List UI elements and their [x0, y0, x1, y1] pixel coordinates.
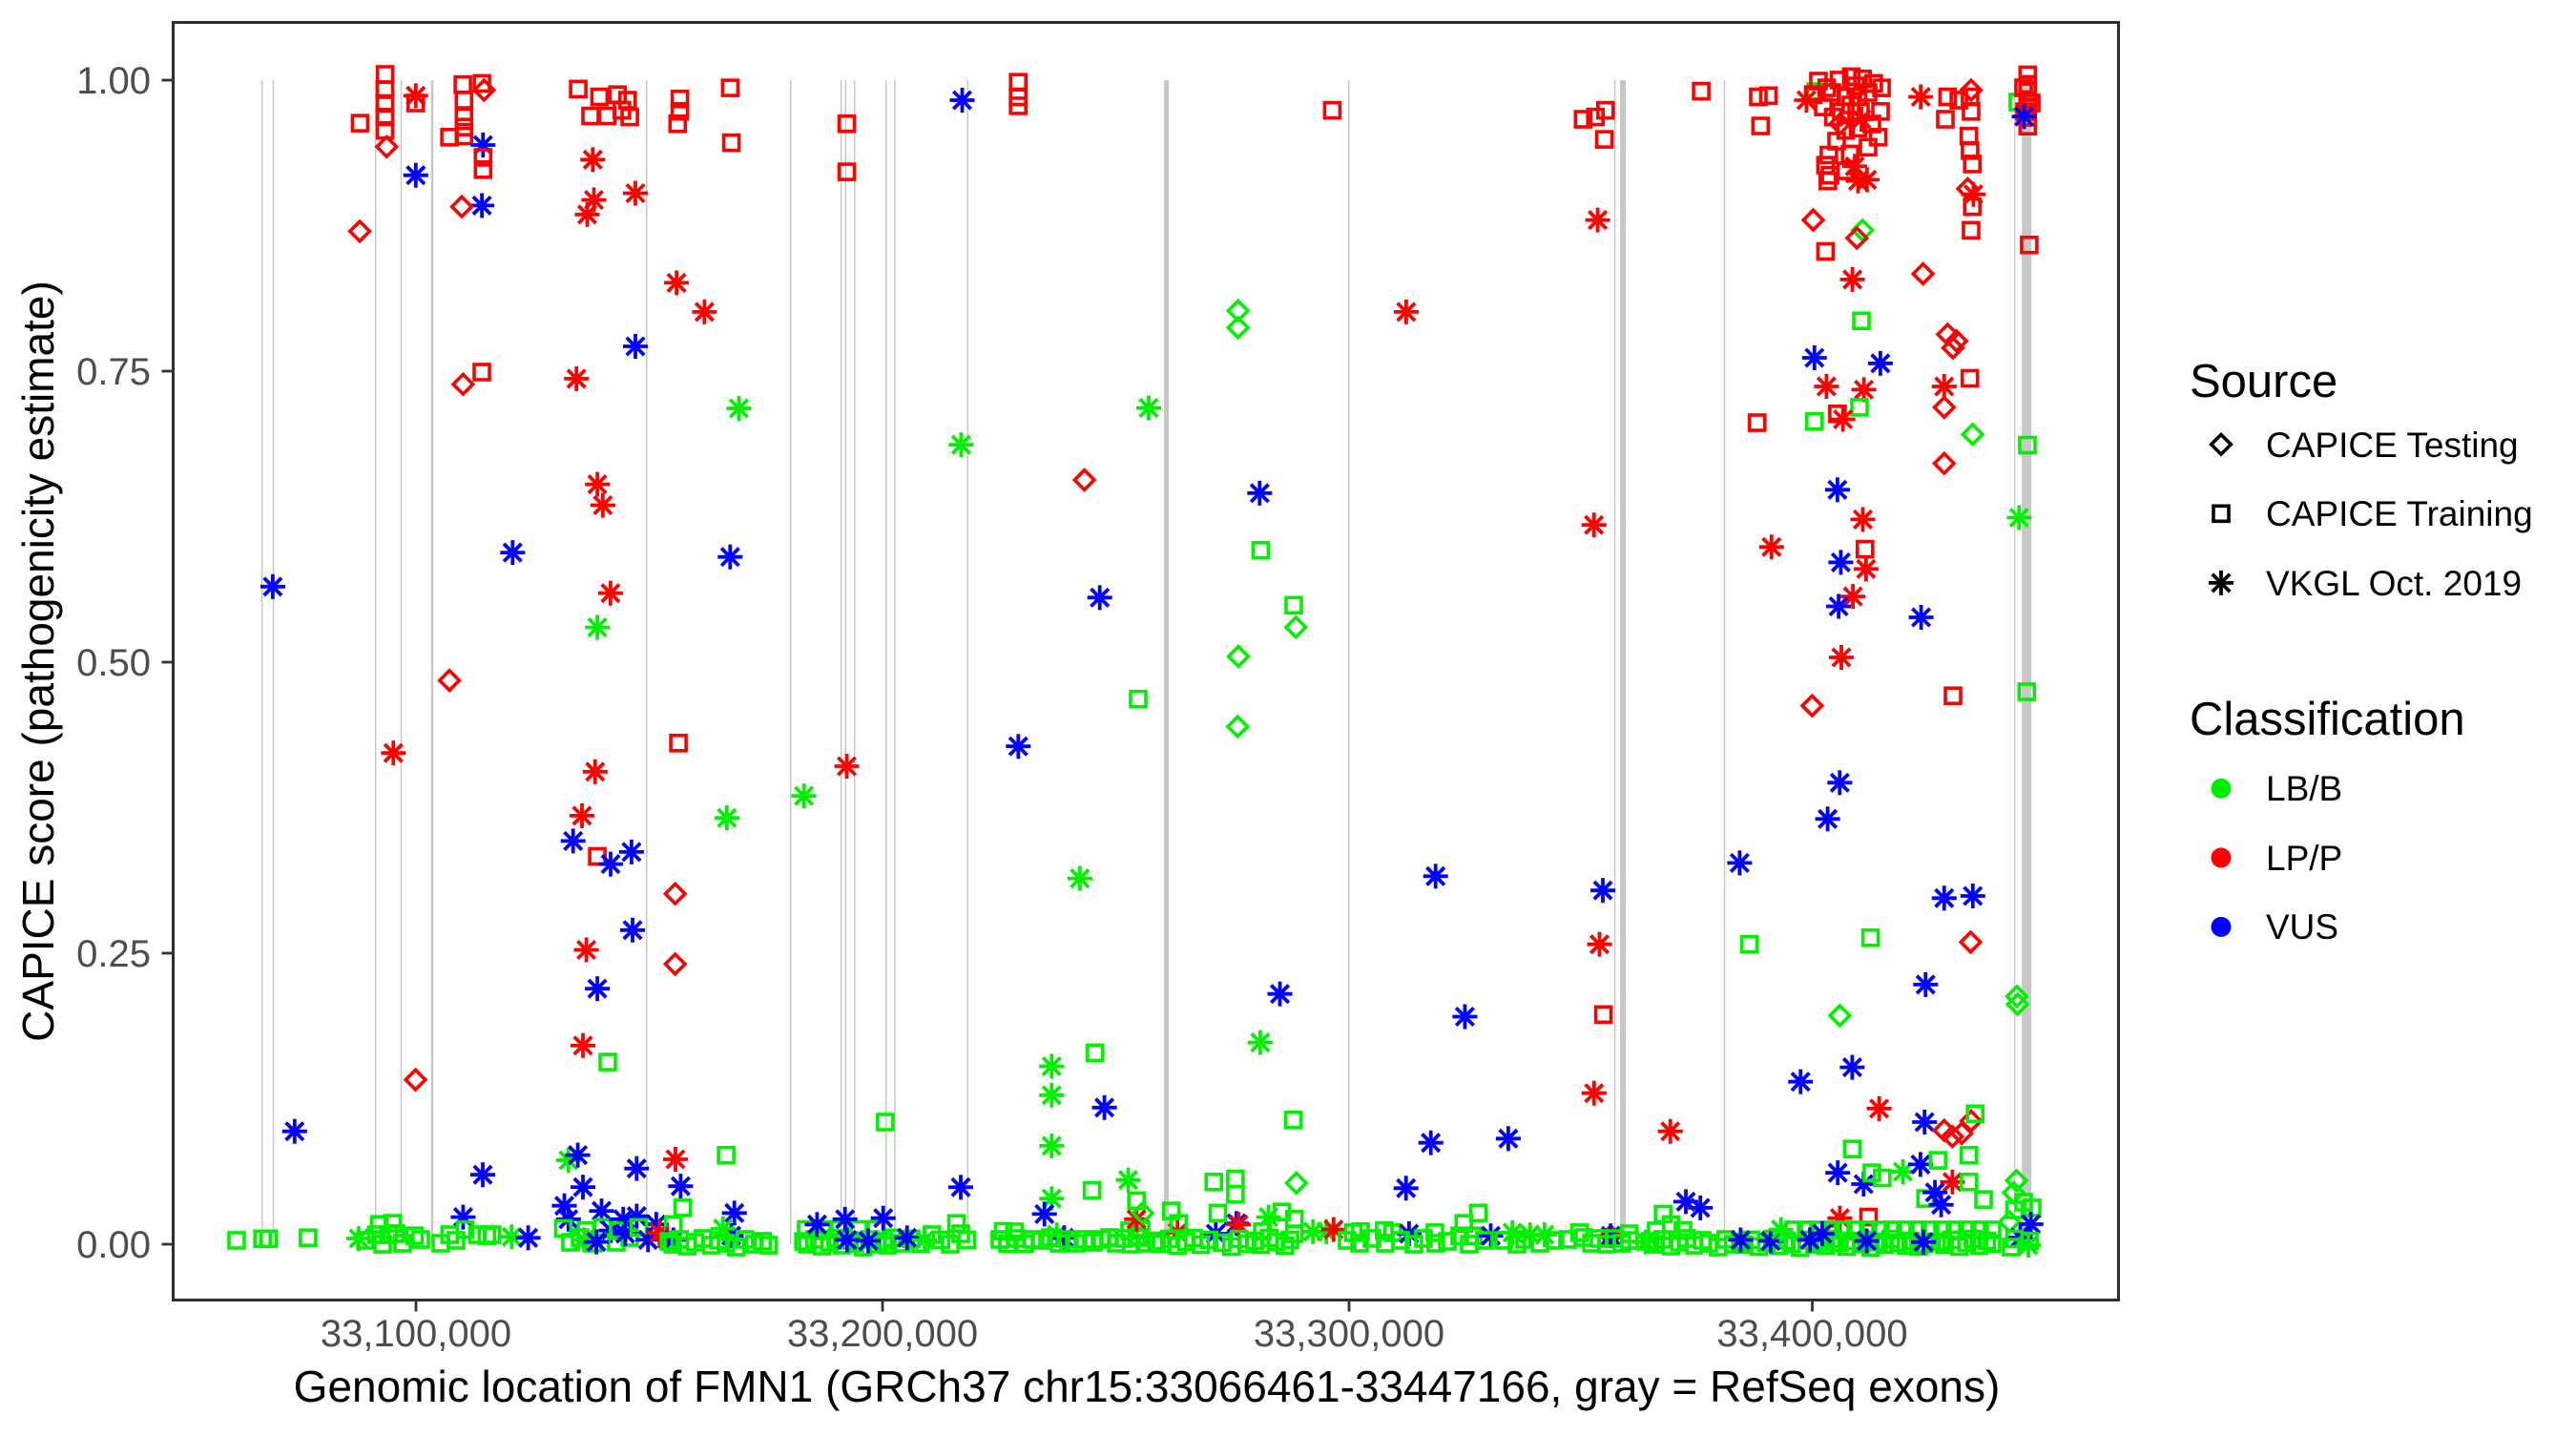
svg-text:VKGL Oct. 2019: VKGL Oct. 2019 [2266, 564, 2522, 603]
svg-text:CAPICE score (pathogenicity es: CAPICE score (pathogenicity estimate) [13, 281, 63, 1042]
svg-text:33,200,000: 33,200,000 [787, 1313, 978, 1355]
svg-text:CAPICE Training: CAPICE Training [2266, 494, 2533, 533]
svg-text:0.00: 0.00 [76, 1224, 151, 1266]
svg-text:LP/P: LP/P [2266, 839, 2342, 878]
svg-text:33,100,000: 33,100,000 [321, 1313, 511, 1355]
svg-text:CAPICE Testing: CAPICE Testing [2266, 426, 2519, 465]
svg-text:1.00: 1.00 [76, 60, 151, 102]
svg-text:0.25: 0.25 [76, 933, 151, 975]
svg-text:Genomic location of FMN1 (GRCh: Genomic location of FMN1 (GRCh37 chr15:3… [294, 1362, 2001, 1411]
svg-text:Classification: Classification [2190, 694, 2465, 745]
svg-text:0.50: 0.50 [76, 642, 151, 684]
svg-text:Source: Source [2190, 356, 2337, 407]
svg-text:33,300,000: 33,300,000 [1254, 1313, 1444, 1355]
svg-text:33,400,000: 33,400,000 [1716, 1313, 1907, 1355]
svg-text:VUS: VUS [2266, 907, 2338, 947]
svg-text:0.75: 0.75 [76, 351, 151, 393]
svg-text:LB/B: LB/B [2266, 769, 2342, 808]
